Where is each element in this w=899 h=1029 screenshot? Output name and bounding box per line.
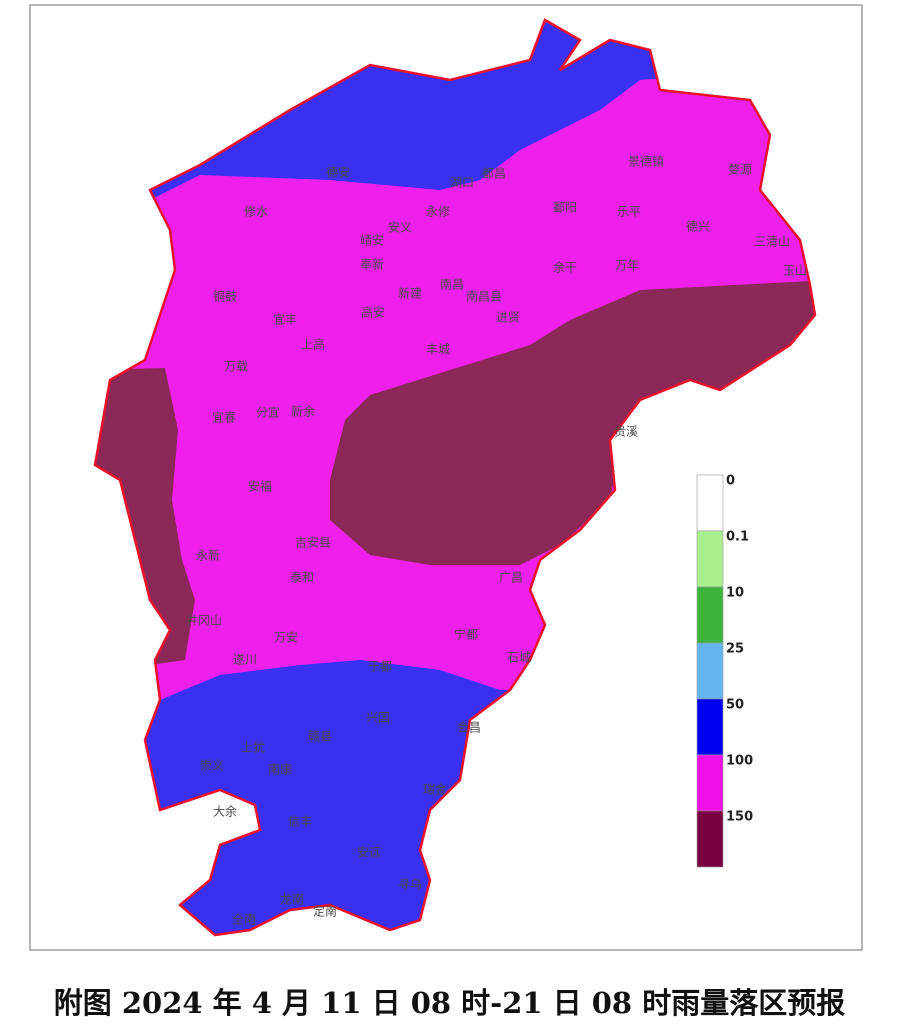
place-label: 安义 [388, 220, 412, 235]
legend-label: 25 [726, 642, 744, 657]
place-label: 广昌 [499, 571, 523, 585]
place-label: 新建 [398, 286, 422, 301]
legend-swatch [696, 754, 724, 812]
place-label: 全南 [232, 912, 256, 927]
legend-swatch [696, 698, 724, 756]
map-figure: 修水 永修 安义 靖安 奉新 南昌 新建 南昌县 进贤 高安 宜丰 铜鼓 上高 … [29, 4, 863, 951]
place-label: 南昌县 [466, 289, 502, 304]
place-label: 上犹 [241, 741, 265, 755]
place-label: 于都 [368, 660, 392, 674]
place-label: 宜春 [212, 410, 236, 425]
place-label: 赣县 [308, 730, 332, 744]
caption: 附图 2024 年 4 月 11 日 08 时-21 日 08 时雨量落区预报 [53, 986, 846, 1020]
place-label: 吉安县 [295, 535, 331, 550]
place-label: 崇义 [200, 759, 224, 773]
place-label: 玉山 [783, 264, 807, 278]
place-label: 新余 [291, 404, 315, 419]
place-label: 大余 [213, 804, 237, 819]
place-label: 都昌 [482, 167, 506, 181]
place-label: 德安 [326, 165, 350, 180]
place-label: 万安 [274, 630, 298, 645]
place-label: 遂川 [233, 653, 257, 667]
legend-swatch [696, 642, 724, 700]
place-label: 鄱阳 [553, 201, 577, 215]
place-label: 信丰 [288, 815, 312, 829]
legend-swatch [696, 474, 724, 532]
place-label: 万年 [615, 259, 639, 273]
legend-label: 100 [726, 754, 753, 769]
place-label: 井冈山 [186, 614, 222, 628]
place-label: 余干 [553, 260, 577, 275]
place-label: 宜丰 [273, 312, 297, 327]
legend-label: 0 [726, 474, 735, 489]
legend-swatch [696, 810, 724, 868]
place-label: 铜鼓 [213, 289, 237, 304]
place-label: 安福 [248, 479, 272, 494]
place-label: 奉新 [360, 257, 384, 272]
place-label: 宁都 [454, 627, 478, 642]
legend: 0 0.1 10 25 50 100 150 [696, 474, 753, 868]
place-label: 兴国 [366, 711, 390, 725]
place-label: 永新 [196, 548, 220, 563]
place-label: 万载 [224, 360, 248, 374]
place-label: 修水 [244, 204, 268, 219]
zone-150-west [95, 368, 195, 665]
place-label: 会昌 [457, 721, 481, 735]
place-label: 永修 [426, 204, 450, 219]
place-label: 景德镇 [628, 154, 664, 169]
place-label: 瑞金 [423, 782, 447, 797]
legend-label: 10 [726, 586, 744, 601]
place-label: 高安 [361, 305, 385, 320]
legend-label: 150 [726, 810, 753, 825]
place-label: 上高 [301, 337, 325, 352]
place-label: 石城 [507, 651, 531, 665]
place-label: 南昌 [440, 277, 464, 292]
legend-swatch [696, 530, 724, 588]
legend-label: 50 [726, 698, 744, 713]
place-label: 湖口 [450, 175, 474, 190]
place-label: 寻乌 [398, 877, 422, 892]
place-label: 南康 [268, 762, 292, 777]
place-label: 安远 [357, 845, 381, 860]
legend-swatch [696, 586, 724, 644]
place-label: 龙南 [280, 892, 304, 907]
legend-label: 0.1 [726, 530, 749, 545]
place-label: 乐平 [617, 205, 641, 219]
place-label: 靖安 [360, 233, 384, 248]
place-label: 进贤 [496, 311, 520, 325]
place-label: 婺源 [728, 162, 752, 177]
place-label: 定南 [313, 904, 337, 919]
place-label: 德兴 [686, 219, 710, 234]
zone-150-east [330, 280, 815, 565]
place-label: 泰和 [290, 571, 314, 585]
place-labels: 修水 永修 安义 靖安 奉新 南昌 新建 南昌县 进贤 高安 宜丰 铜鼓 上高 … [186, 154, 807, 927]
place-label: 丰城 [426, 343, 450, 357]
place-label: 贵溪 [614, 425, 638, 439]
place-label: 分宜 [256, 405, 280, 420]
place-label: 三清山 [754, 235, 790, 249]
